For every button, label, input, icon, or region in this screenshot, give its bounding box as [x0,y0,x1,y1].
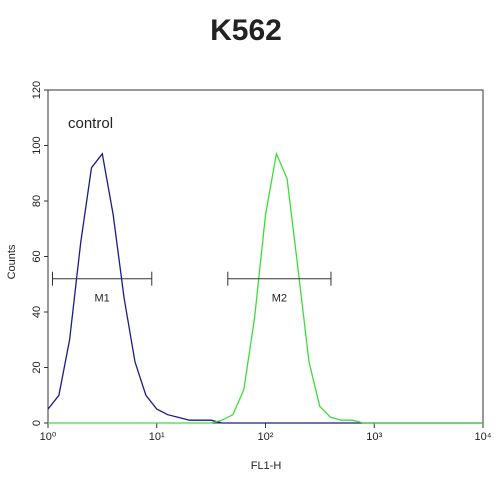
histogram-line [47,152,483,424]
gate-label: M2 [272,293,287,305]
y-axis-label: Counts [6,244,18,279]
chart-title: K562 [210,14,282,47]
y-tick-label: 120 [31,81,43,99]
x-tick-label: 10³ [366,431,382,443]
y-tick-label: 100 [31,136,43,154]
y-tick-label: 60 [31,250,43,262]
x-tick-label: 10⁰ [40,431,57,443]
y-tick-label: 40 [31,306,43,318]
x-tick-label: 10² [258,431,274,443]
gate-label: M1 [94,293,109,305]
y-tick-label: 80 [31,195,43,207]
x-tick-label: 10⁴ [475,431,492,443]
x-tick-label: 10¹ [149,431,165,443]
histogram-line [48,151,483,424]
series-label: control [68,115,113,132]
y-tick-label: 20 [31,361,43,373]
y-tick-label: 0 [31,420,43,426]
plot-frame [47,89,484,424]
x-axis-label: FL1-H [251,460,282,472]
